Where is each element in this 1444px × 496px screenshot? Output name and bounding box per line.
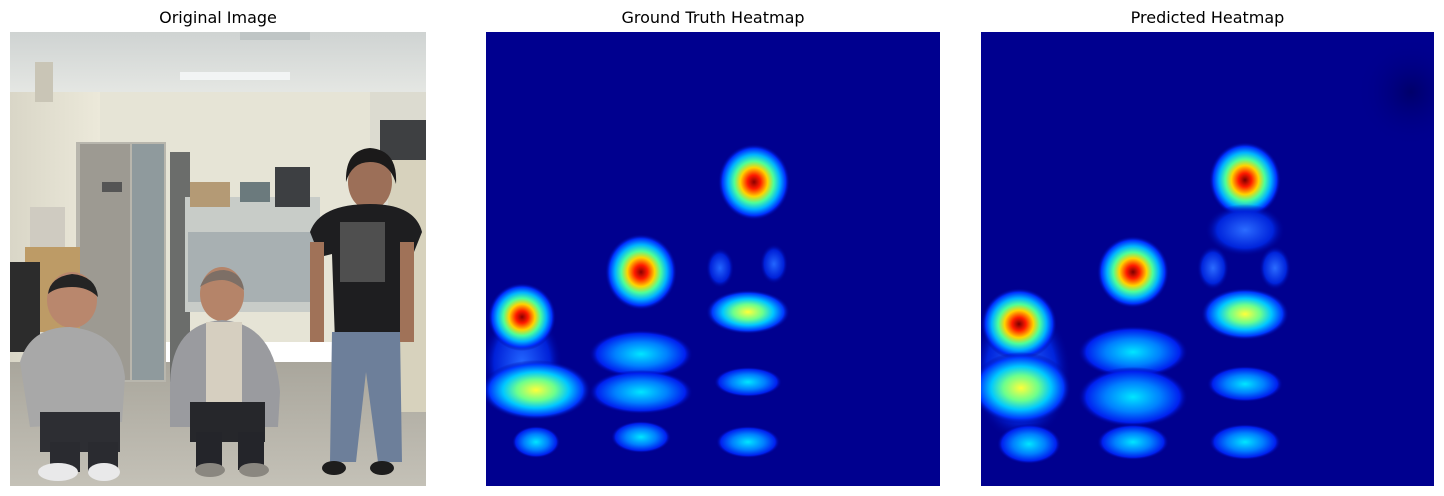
original-image — [10, 32, 426, 486]
predicted-heatmap-title: Predicted Heatmap — [1130, 8, 1285, 27]
predicted-heatmap — [981, 32, 1434, 486]
ground-truth-heatmap-title: Ground Truth Heatmap — [621, 8, 805, 27]
ground-truth-heatmap — [486, 32, 940, 486]
original-image-title: Original Image — [159, 8, 277, 27]
